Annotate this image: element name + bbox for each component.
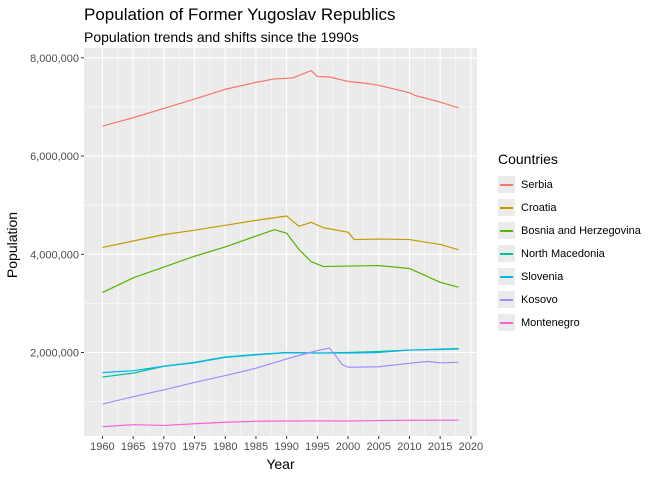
- series-line-serbia: [102, 69, 459, 127]
- x-tick-label: 1965: [121, 441, 145, 453]
- legend-line-swatch: [500, 207, 513, 209]
- legend-title: Countries: [498, 151, 558, 167]
- series-line-montenegro: [102, 419, 459, 428]
- x-axis-tick-labels: 1960 1965 1970 1975 1980 1985 1990 1995 2000 2005…: [90, 441, 483, 453]
- x-tick-label: 2020: [459, 441, 483, 453]
- x-tick-label: 1960: [90, 441, 114, 453]
- plot-panel: [84, 48, 477, 436]
- legend-label: Bosnia and Herzegovina: [521, 224, 641, 237]
- legend-key: [498, 176, 515, 193]
- legend-line-swatch: [500, 184, 513, 186]
- x-tick-label: 1995: [305, 441, 329, 453]
- legend-key: [498, 268, 515, 285]
- series-lines: [102, 69, 459, 428]
- x-tick-label: 2010: [397, 441, 421, 453]
- legend-line-swatch: [500, 253, 513, 255]
- series-line-slovenia: [102, 348, 459, 374]
- legend-label: Montenegro: [521, 316, 580, 329]
- y-axis-title: Population: [4, 211, 20, 279]
- legend-line-swatch: [500, 299, 513, 301]
- legend-label: North Macedonia: [521, 247, 605, 260]
- legend-label: Croatia: [521, 201, 557, 214]
- legend-line-swatch: [500, 230, 513, 232]
- legend-label: Slovenia: [521, 270, 564, 283]
- x-tick-label: 1975: [182, 441, 206, 453]
- x-tick-label: 2015: [428, 441, 452, 453]
- legend-key: [498, 314, 515, 331]
- legend-key: [498, 199, 515, 216]
- legend-item-north-macedonia: North Macedonia: [498, 242, 641, 265]
- legend-key: [498, 222, 515, 239]
- legend-item-kosovo: Kosovo: [498, 288, 641, 311]
- x-axis-title: Year: [266, 456, 295, 472]
- legend-items: Serbia Croatia Bosnia and Herzegovina North…: [498, 173, 641, 334]
- legend-label: Serbia: [521, 178, 553, 191]
- legend-item-croatia: Croatia: [498, 196, 641, 219]
- x-tick-label: 1990: [274, 441, 298, 453]
- x-tick-label: 1985: [244, 441, 268, 453]
- x-tick-label: 1970: [152, 441, 176, 453]
- y-tick-label: 8,000,000: [30, 53, 79, 65]
- legend: Countries Serbia Croatia Bosnia and Herzeg…: [498, 151, 641, 334]
- series-line-kosovo: [102, 347, 459, 405]
- chart-subtitle: Population trends and shifts since the 1…: [84, 29, 359, 45]
- y-axis-tick-labels: 2,000,000 4,000,000 6,000,000 8,000,000: [30, 53, 79, 360]
- legend-item-slovenia: Slovenia: [498, 265, 641, 288]
- major-gridlines: [84, 48, 477, 436]
- legend-item-montenegro: Montenegro: [498, 311, 641, 334]
- legend-line-swatch: [500, 322, 513, 324]
- legend-key: [498, 245, 515, 262]
- x-tick-label: 2005: [367, 441, 391, 453]
- x-tick-label: 2000: [336, 441, 360, 453]
- legend-item-serbia: Serbia: [498, 173, 641, 196]
- y-tick-label: 2,000,000: [30, 348, 79, 360]
- legend-key: [498, 291, 515, 308]
- x-tick-label: 1980: [213, 441, 237, 453]
- series-line-bosnia-and-herzegovina: [102, 229, 459, 294]
- series-line-croatia: [102, 215, 459, 251]
- axis-ticks: [81, 57, 472, 439]
- chart-title: Population of Former Yugoslav Republics: [84, 5, 396, 24]
- legend-label: Kosovo: [521, 293, 558, 306]
- y-tick-label: 6,000,000: [30, 151, 79, 163]
- legend-line-swatch: [500, 276, 513, 278]
- y-tick-label: 4,000,000: [30, 249, 79, 261]
- legend-item-bosnia-and-herzegovina: Bosnia and Herzegovina: [498, 219, 641, 242]
